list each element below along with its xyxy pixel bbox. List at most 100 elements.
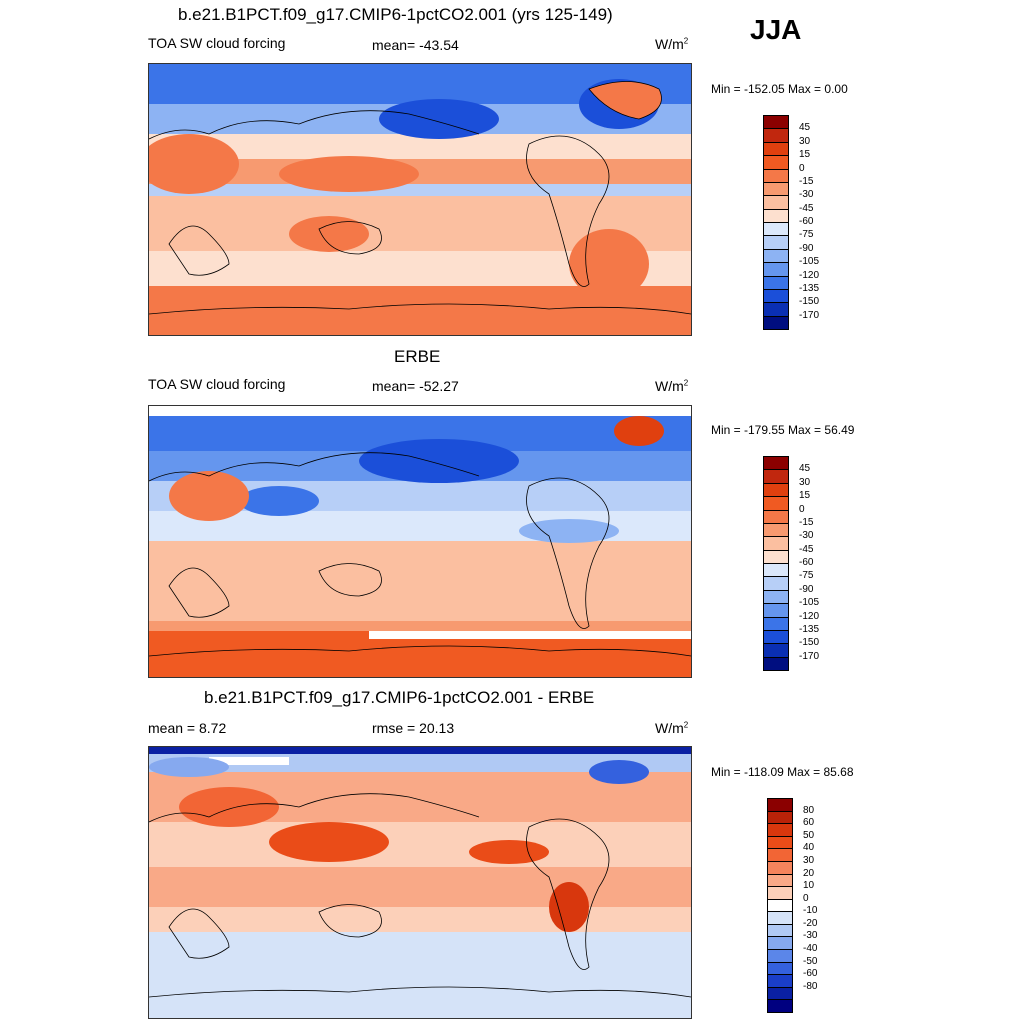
colorbar-cell <box>767 810 793 825</box>
colorbar-cell <box>763 549 789 564</box>
colorbar-cell <box>767 986 793 1001</box>
colorbar-cell <box>763 302 789 317</box>
colorbar-tick-label: 20 <box>803 867 815 879</box>
colorbar-cell <box>763 181 789 197</box>
panel3-left-label: mean = 8.72 <box>148 720 227 736</box>
colorbar-cell <box>763 656 789 671</box>
colorbar-cell <box>763 222 789 237</box>
colorbar-tick-label: -120 <box>799 610 820 622</box>
colorbar-tick-label: -50 <box>803 955 818 967</box>
colorbar-cell <box>763 643 789 658</box>
colorbar-cell <box>763 603 789 618</box>
colorbar-cell <box>763 509 789 524</box>
colorbar-cell <box>763 288 789 304</box>
colorbar-tick-label: -170 <box>799 650 820 662</box>
colorbar-cell <box>767 798 793 812</box>
panel2-center-label: mean= -52.27 <box>372 378 459 394</box>
colorbar-tick-label: 30 <box>803 854 815 866</box>
colorbar-cell <box>763 536 789 551</box>
panel3-map-svg <box>149 747 691 1018</box>
colorbar-tick-label: 30 <box>799 135 811 147</box>
colorbar-cell <box>767 911 793 925</box>
colorbar-cell <box>767 949 793 963</box>
panel3-units: W/m2 <box>655 720 688 736</box>
colorbar-cell <box>763 275 789 290</box>
colorbar-tick-label: -20 <box>803 917 818 929</box>
colorbar-tick-label: 45 <box>799 463 811 475</box>
colorbar-tick-label: 80 <box>803 804 815 816</box>
colorbar-tick-label: -45 <box>799 202 814 214</box>
colorbar-cell <box>763 629 789 645</box>
panel2-title: ERBE <box>394 347 441 366</box>
colorbar-tick-label: -10 <box>803 905 818 917</box>
colorbar-cell <box>767 886 793 900</box>
colorbar-cell <box>763 315 789 330</box>
panel3-map <box>148 746 692 1019</box>
colorbar-tick-label: -60 <box>799 557 814 568</box>
colorbar-tick-label: 15 <box>799 149 811 161</box>
colorbar-tick-label: 60 <box>803 817 815 829</box>
colorbar-cell <box>763 248 789 264</box>
colorbar-tick-label: -120 <box>799 269 820 281</box>
season-label: JJA <box>750 14 802 45</box>
colorbar-tick-label: -135 <box>799 282 820 294</box>
colorbar-tick-label: -30 <box>803 930 818 942</box>
panel1-center-label: mean= -43.54 <box>372 37 459 53</box>
colorbar-cell <box>763 589 789 605</box>
panel2-units: W/m2 <box>655 378 688 394</box>
panel3-range: Min = -118.09 Max = 85.68 <box>711 765 854 779</box>
panel1-colorbar: 45 30 15 0 -15 -30 -45 -60 -75 -90 -105 -120 -135 -15… <box>763 115 843 330</box>
colorbar-tick-label: 15 <box>799 490 811 502</box>
panel3-title: b.e21.B1PCT.f09_g17.CMIP6-1pctCO2.001 - … <box>204 688 595 707</box>
colorbar-cell <box>763 576 789 591</box>
panel1-left-label: TOA SW cloud forcing <box>148 35 286 51</box>
colorbar-cell <box>763 616 789 631</box>
panel2-units-exp: 2 <box>683 378 689 388</box>
panel1-map <box>148 63 692 336</box>
colorbar-cell <box>767 835 793 850</box>
colorbar-tick-label: -40 <box>803 943 818 955</box>
colorbar-tick-label: -60 <box>799 216 814 227</box>
panel2-map <box>148 405 692 678</box>
colorbar-tick-label: 10 <box>803 880 815 892</box>
panel1-units-base: W/m <box>655 36 684 52</box>
colorbar-cell <box>767 936 793 951</box>
colorbar-tick-label: 45 <box>799 122 811 134</box>
colorbar-cell <box>767 999 793 1013</box>
colorbar-cell <box>763 563 789 578</box>
colorbar-cell <box>763 496 789 511</box>
colorbar-tick-label: -135 <box>799 623 820 635</box>
colorbar-tick-label: -15 <box>799 516 814 528</box>
panel1-title: b.e21.B1PCT.f09_g17.CMIP6-1pctCO2.001 (y… <box>178 5 613 24</box>
colorbar-cell <box>767 974 793 988</box>
colorbar-tick-label: 40 <box>803 842 815 854</box>
colorbar-cell <box>763 128 789 143</box>
colorbar-cell <box>763 482 789 498</box>
colorbar-tick-label: -90 <box>799 583 814 595</box>
colorbar-tick-label: -60 <box>803 968 818 980</box>
colorbar-tick-label: 0 <box>799 162 805 174</box>
panel3-colorbar: 80 60 50 40 30 20 10 0 -10 -20 -30 -40 -50 -60 -80 <box>767 798 847 1013</box>
panel2-map-svg <box>149 406 691 677</box>
colorbar-tick-label: -75 <box>799 570 814 582</box>
panel1-units: W/m2 <box>655 36 688 52</box>
colorbar-cell <box>767 860 793 875</box>
colorbar-cell <box>767 898 793 913</box>
colorbar-tick-label: -150 <box>799 637 820 649</box>
colorbar-cell <box>763 195 789 210</box>
colorbar-cell <box>763 141 789 157</box>
panel2-left-label: TOA SW cloud forcing <box>148 376 286 392</box>
colorbar-cell <box>767 823 793 837</box>
colorbar-cell <box>767 961 793 976</box>
colorbar-tick-label: 0 <box>799 503 805 515</box>
colorbar-cell <box>763 168 789 183</box>
colorbar-tick-label: -45 <box>799 543 814 555</box>
colorbar-tick-label: 50 <box>803 829 815 841</box>
colorbar-cell <box>763 456 789 471</box>
panel3-units-exp: 2 <box>683 720 689 730</box>
colorbar-cell <box>767 848 793 862</box>
panel1-units-exp: 2 <box>683 36 689 46</box>
colorbar-cell <box>763 262 789 277</box>
colorbar-tick-label: -80 <box>803 980 818 992</box>
colorbar-cell <box>763 115 789 130</box>
